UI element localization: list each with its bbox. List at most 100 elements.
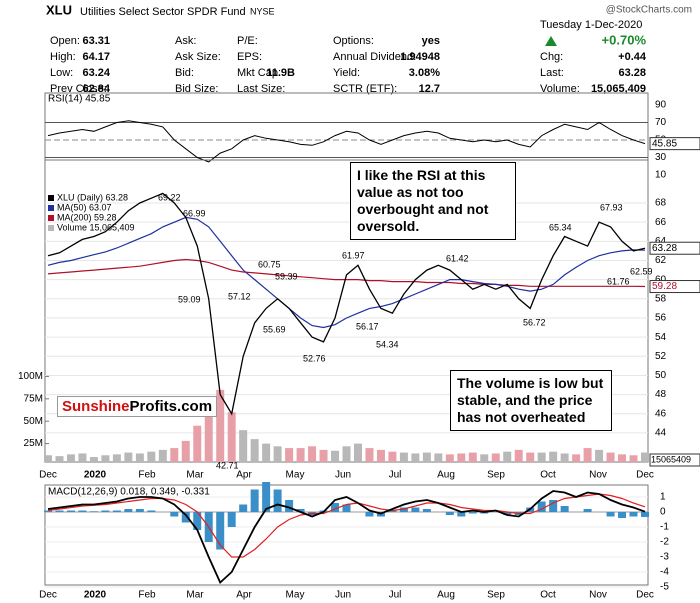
histogram-bar [89, 511, 98, 512]
volume-bar [112, 454, 121, 462]
y-tick-label: 58 [655, 293, 667, 304]
volume-bar [193, 425, 202, 462]
x-tick-label: Nov [589, 590, 607, 601]
volume-bar [388, 451, 397, 462]
histogram-bar [331, 503, 340, 512]
y-tick-label: 56 [655, 313, 667, 324]
value-box [649, 280, 700, 294]
volume-bar [491, 453, 500, 462]
x-tick-label: May [286, 590, 305, 601]
volume-bar [549, 451, 558, 462]
volume-bar [55, 456, 64, 462]
histogram-bar [273, 489, 282, 512]
histogram-bar [101, 510, 110, 512]
x-tick-label: Jul [389, 590, 402, 601]
y-tick-label: 48 [655, 389, 667, 400]
volume-bar [78, 453, 87, 462]
price-label: 59.09 [178, 294, 201, 304]
histogram-bar [468, 512, 477, 514]
volume-bar [376, 449, 385, 462]
volume-bar [342, 446, 351, 462]
field-label: Volume: [540, 83, 580, 95]
rsi-line [47, 120, 646, 163]
field-label: Low: [50, 67, 73, 79]
x-tick-label: Nov [589, 470, 607, 481]
y-tick-label: 0 [660, 507, 666, 518]
histogram-bar [641, 512, 649, 517]
volume-bar [227, 412, 236, 462]
volume-bar [239, 430, 248, 462]
field-label: Annual Dividend: [333, 51, 416, 63]
x-tick-label: 2020 [84, 590, 107, 601]
annotation: The volume is low but stable, and the pr… [450, 370, 612, 431]
y-tick-label: 54 [655, 332, 667, 343]
price-label: 54.34 [376, 339, 399, 349]
x-tick-label: Aug [437, 470, 455, 481]
y-tick-label: -2 [660, 537, 669, 548]
field-label: Open: [50, 35, 80, 47]
y-tick-label: 46 [655, 408, 667, 419]
field-value: 64.17 [82, 51, 110, 63]
volume-bar [445, 454, 454, 462]
field-label: Last Size: [237, 83, 285, 95]
x-tick-label: Apr [236, 590, 252, 601]
legend-label: Volume 15,065,409 [57, 222, 135, 232]
field-value: 63.28 [618, 67, 646, 79]
signal-line [47, 493, 646, 558]
volume-bar [411, 453, 420, 462]
y-tick-label: 50 [655, 370, 667, 381]
volume-bar [480, 454, 489, 462]
histogram-bar [629, 512, 638, 517]
y-tick-label: 1 [660, 492, 666, 503]
x-tick-label: Jun [335, 590, 351, 601]
field-label: Bid: [175, 67, 194, 79]
x-tick-label: Dec [39, 470, 57, 481]
x-tick-label: Jun [335, 470, 351, 481]
y-tick-label: 30 [655, 152, 667, 163]
y-tick-label: 44 [655, 428, 667, 439]
price-label: 69.22 [158, 192, 181, 202]
histogram-bar [618, 512, 627, 518]
x-tick-label: Aug [437, 590, 455, 601]
value-box-label: 59.28 [652, 281, 677, 292]
exchange: NYSE [250, 6, 275, 16]
x-tick-label: Feb [138, 470, 156, 481]
histogram-bar [388, 510, 397, 512]
y-tick-label: -1 [660, 522, 669, 533]
field-label: Chg: [540, 51, 563, 63]
volume-tick-label: 25M [24, 438, 43, 449]
histogram-bar [285, 500, 294, 512]
volume-bar [618, 454, 627, 462]
macd-label: MACD(12,26,9) 0.018, 0.349, -0.331 [48, 487, 210, 498]
macd-line [47, 490, 646, 585]
volume-bar [135, 453, 144, 462]
y-tick-label: -4 [660, 567, 669, 578]
histogram-bar [78, 510, 87, 512]
field-value: 12.7 [419, 83, 440, 95]
value-box-label: 15065409 [651, 454, 691, 464]
volume-bar [503, 451, 512, 462]
change-pct: +0.70% [602, 32, 647, 47]
y-tick-label: 64 [655, 236, 667, 247]
histogram-bar [445, 512, 454, 515]
x-tick-label: Mar [186, 590, 204, 601]
value-box [649, 453, 700, 467]
histogram-bar [66, 510, 75, 512]
field-label: EPS: [237, 51, 262, 63]
volume-bar [44, 455, 52, 462]
volume-bar [331, 450, 340, 462]
symbol: XLU [46, 2, 72, 17]
y-tick-label: -3 [660, 552, 669, 563]
volume-bar [560, 453, 569, 462]
y-tick-label: 68 [655, 198, 667, 209]
volume-bar [124, 452, 133, 462]
y-tick-label: 10 [655, 170, 667, 181]
price-label: 52.76 [303, 353, 326, 363]
field-value: 1.94948 [400, 51, 440, 63]
histogram-bar [457, 512, 466, 517]
histogram-bar [422, 509, 431, 512]
volume-bar [181, 440, 190, 462]
x-tick-label: Sep [487, 470, 505, 481]
price-label: 61.42 [446, 253, 469, 263]
field-label: Last: [540, 67, 564, 79]
